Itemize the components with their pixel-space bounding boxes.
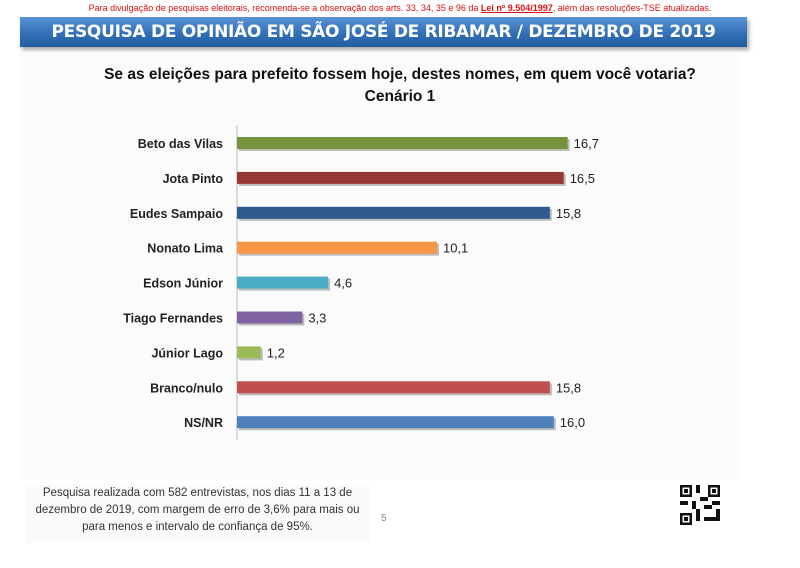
law-link[interactable]: Lei nº 9.504/1997	[480, 3, 553, 13]
data-label: 3,3	[308, 311, 326, 326]
bar-chart: Beto das Vilas 16,7 Jota Pinto 16,5 Eudes Sa…	[123, 125, 599, 440]
bar	[237, 206, 550, 219]
bar	[237, 416, 554, 429]
bar	[237, 381, 550, 394]
data-label: 1,2	[267, 345, 285, 360]
qr-code-icon	[680, 485, 720, 525]
category-label: Nonato Lima	[147, 242, 224, 256]
category-label: Eudes Sampaio	[130, 207, 223, 221]
bar	[237, 171, 564, 184]
bar	[237, 311, 303, 324]
data-label: 16,5	[570, 171, 595, 186]
page-number: 5	[381, 513, 387, 524]
data-label: 15,8	[556, 206, 581, 221]
bar	[237, 346, 261, 359]
methodology-note: Pesquisa realizada com 582 entrevistas, …	[25, 485, 370, 543]
bar	[237, 276, 329, 289]
notice-text-end: , além das resoluções-TSE atualizadas.	[552, 3, 712, 13]
data-label: 4,6	[334, 276, 352, 291]
bar	[237, 241, 437, 254]
chart-panel	[20, 52, 740, 480]
category-label: Edson Júnior	[143, 277, 223, 291]
data-label: 15,8	[556, 380, 581, 395]
banner-title: PESQUISA DE OPINIÃO EM SÃO JOSÉ DE RIBAM…	[20, 17, 747, 47]
data-label: 10,1	[443, 241, 468, 256]
category-label: Tiago Fernandes	[123, 312, 223, 326]
category-label: Júnior Lago	[151, 346, 223, 360]
category-label: Jota Pinto	[163, 172, 224, 186]
legal-notice: Para divulgação de pesquisas eleitorais,…	[0, 3, 800, 13]
chart-title: Se as eleições para prefeito fossem hoje…	[104, 66, 696, 83]
data-label: 16,0	[560, 415, 585, 430]
chart-subtitle: Cenário 1	[364, 88, 436, 105]
category-label: Branco/nulo	[150, 381, 223, 395]
notice-text: Para divulgação de pesquisas eleitorais,…	[88, 3, 481, 13]
data-label: 16,7	[574, 136, 599, 151]
category-label: Beto das Vilas	[138, 137, 223, 151]
chart-title-block: Se as eleições para prefeito fossem hoje…	[0, 64, 800, 108]
bar	[237, 137, 568, 149]
category-label: NS/NR	[184, 416, 223, 430]
